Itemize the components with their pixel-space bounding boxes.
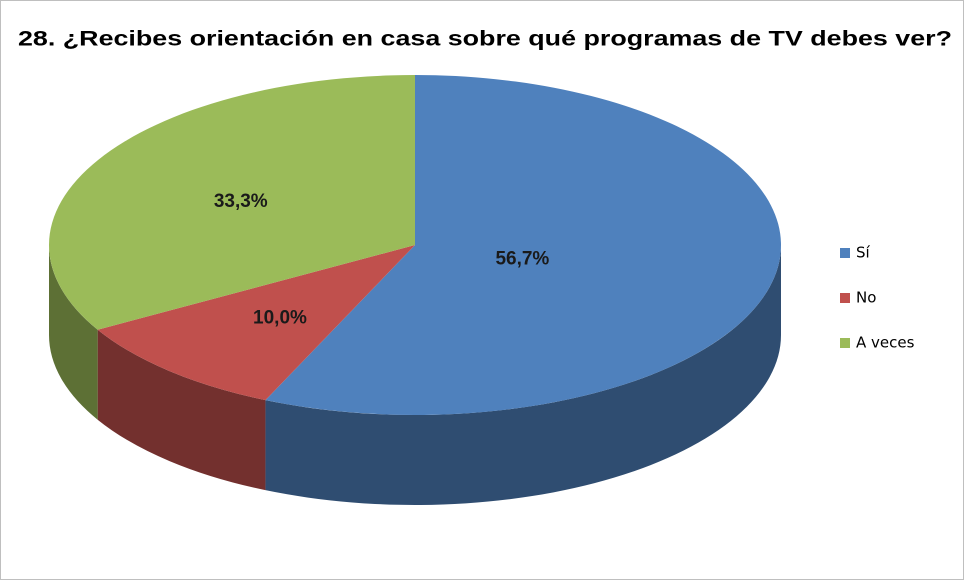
slice	[265, 75, 781, 415]
data-label: 10,0%	[253, 307, 307, 328]
legend-swatch	[840, 338, 850, 348]
slice	[97, 245, 415, 401]
chart-title: 28. ¿Recibes orientación en casa sobre q…	[18, 28, 952, 51]
legend-label: Sí	[856, 244, 871, 262]
slice-side	[265, 245, 781, 505]
legend-label: No	[856, 289, 876, 307]
slice	[48, 75, 416, 330]
legend: Sí No A veces	[840, 244, 915, 352]
legend-swatch	[840, 248, 850, 258]
legend-label: A veces	[856, 334, 915, 352]
slice-side	[97, 329, 266, 491]
legend-swatch	[840, 293, 850, 303]
data-label: 56,7%	[495, 249, 549, 270]
slice-side	[49, 245, 98, 420]
data-label: 33,3%	[214, 191, 268, 212]
pie: 56,7% 10,0% 33,3%	[48, 75, 781, 505]
